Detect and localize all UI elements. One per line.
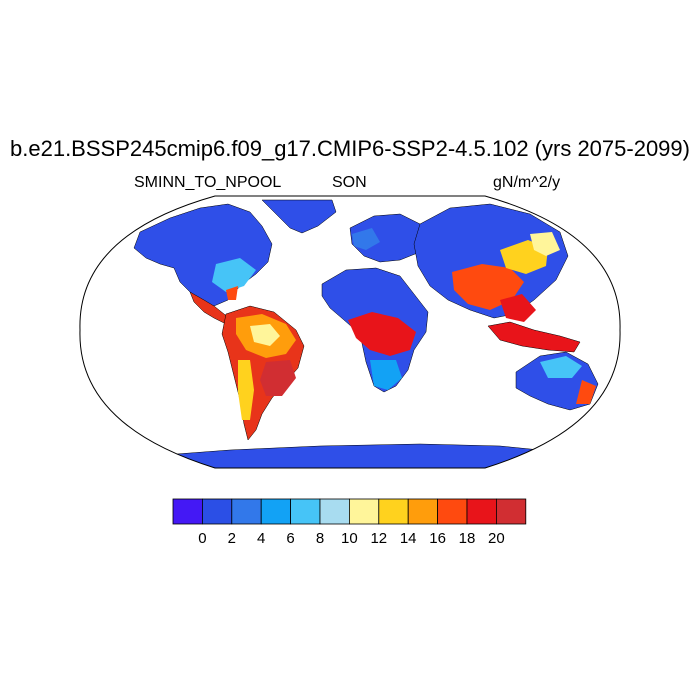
colorbar-swatch — [260, 498, 292, 525]
colorbar-tick-label: 4 — [257, 530, 265, 547]
units-label: gN/m^2/y — [493, 174, 561, 191]
season-label: SON — [332, 174, 367, 191]
colorbar-swatch — [172, 498, 203, 525]
colorbar-tick-label: 6 — [286, 530, 294, 547]
colorbar-swatch — [319, 498, 350, 525]
variable-name-label: SMINN_TO_NPOOL — [134, 174, 282, 191]
land-layer — [133, 199, 601, 468]
patch-west-europe — [352, 228, 380, 250]
colorbar-tick-label: 20 — [488, 530, 505, 547]
colorbar-swatch — [290, 498, 321, 525]
colorbar-swatch — [201, 498, 233, 525]
land-greenland — [261, 199, 337, 234]
colorbar-tick-labels: 0 2 4 6 8 10 12 14 16 18 20 — [198, 530, 505, 547]
colorbar-swatch — [466, 498, 497, 525]
patch-florida — [226, 286, 238, 300]
colorbar-tick-label: 8 — [316, 530, 324, 547]
patch-amazon-core — [250, 324, 280, 346]
colorbar-tick-label: 0 — [198, 530, 206, 547]
colorbar-swatch — [407, 498, 439, 525]
patch-central-africa — [348, 312, 416, 356]
land-antarctica — [149, 443, 601, 468]
colorbar-tick-label: 12 — [370, 530, 387, 547]
patch-southern-brazil — [260, 360, 296, 396]
colorbar-tick-label: 18 — [459, 530, 476, 547]
colorbar-tick-label: 16 — [429, 530, 446, 547]
colorbar-swatch — [378, 498, 409, 525]
patch-southern-africa — [370, 360, 402, 390]
map-border — [79, 195, 621, 469]
colorbar-tick-label: 10 — [341, 530, 358, 547]
patch-southeast-asia — [500, 294, 536, 322]
colorbar-swatches — [172, 498, 527, 525]
map-title: b.e21.BSSP245cmip6.f09_g17.CMIP6-SSP2-4.… — [10, 136, 690, 161]
colorbar-tick-label: 14 — [400, 530, 417, 547]
colorbar-swatch — [437, 498, 468, 525]
colorbar-tick-label: 2 — [228, 530, 236, 547]
patch-northern-australia — [540, 356, 582, 378]
colorbar-swatch — [495, 498, 527, 525]
patch-eastern-australia — [576, 380, 596, 404]
patch-andes — [238, 360, 254, 420]
patch-eastern-us — [212, 258, 256, 292]
colorbar-swatch — [348, 498, 380, 525]
land-maritime-southeast-asia — [487, 321, 581, 353]
colorbar-swatch — [231, 498, 262, 525]
patch-northeast-asia — [530, 232, 560, 256]
